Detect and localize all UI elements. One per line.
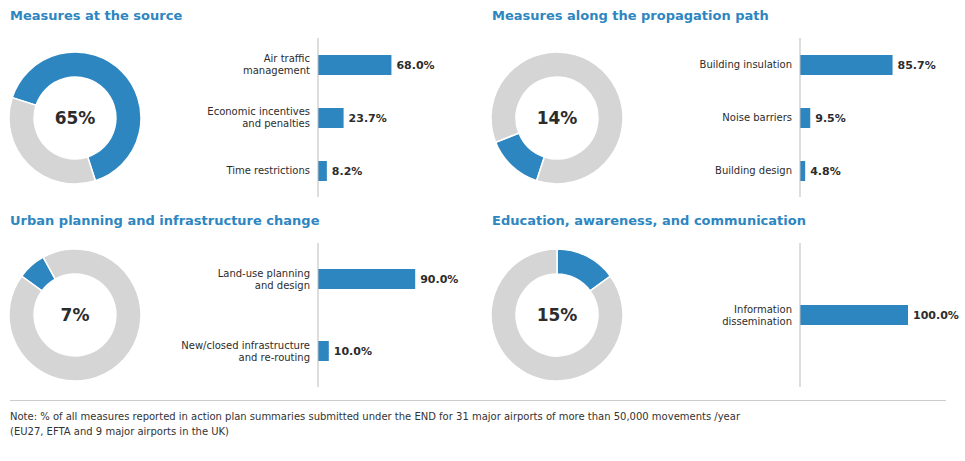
html-text:Measures along the propagation: Measures along the propagation path [492, 7, 769, 23]
svg-text:10.0%: 10.0% [334, 345, 372, 358]
svg-text:23.7%: 23.7% [349, 112, 387, 125]
html-text:15%: 15% [536, 305, 578, 325]
svg-text:4.8%: 4.8% [810, 165, 841, 178]
html-text:7%: 7% [60, 305, 90, 325]
svg-text:Building insulation: Building insulation [700, 59, 792, 70]
html-text:Note: % of all measures report: Note: % of all measures reported in acti… [10, 411, 740, 437]
html-text:14%: 14% [536, 107, 578, 128]
svg-text:8.2%: 8.2% [332, 165, 363, 178]
svg-text:Building design: Building design [715, 165, 792, 176]
html-text:Education, awareness, and comm: Education, awareness, and communication [492, 212, 806, 228]
svg-text:Informationdissemination: Informationdissemination [722, 304, 792, 327]
html-text:Measures at the source: Measures at the source [10, 7, 183, 23]
html-text:65%: 65% [54, 107, 96, 128]
svg-text:Air trafficmanagement: Air trafficmanagement [243, 53, 310, 76]
svg-text:100.0%: 100.0% [913, 309, 959, 322]
html-text:Urban planning and infrastruct: Urban planning and infrastructure change [10, 212, 320, 228]
svg-text:Time restrictions: Time restrictions [225, 165, 310, 176]
svg-text:Economic incentivesand penalti: Economic incentivesand penalties [207, 106, 310, 129]
svg-text:New/closed infrastructureand r: New/closed infrastructureand re-routing [181, 340, 310, 363]
svg-text:68.0%: 68.0% [396, 59, 434, 72]
svg-text:85.7%: 85.7% [898, 59, 936, 72]
svg-text:Noise barriers: Noise barriers [722, 112, 792, 123]
svg-text:Land-use planningand design: Land-use planningand design [218, 268, 310, 291]
svg-text:9.5%: 9.5% [815, 112, 846, 125]
svg-text:90.0%: 90.0% [420, 273, 458, 286]
